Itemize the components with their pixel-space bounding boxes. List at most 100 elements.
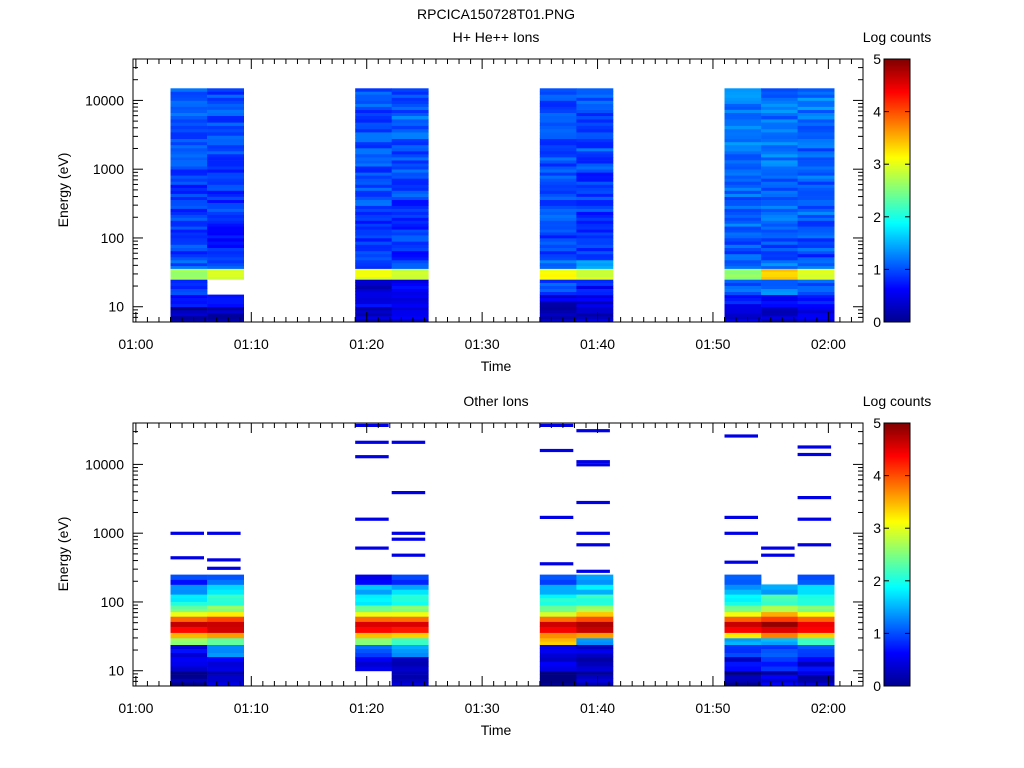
heatmap-cell: [391, 94, 429, 98]
heatmap-cell: [539, 250, 577, 255]
heatmap-cell: [539, 589, 577, 595]
heatmap-cell: [761, 589, 798, 595]
heatmap-cell: [576, 279, 614, 283]
heatmap-cell: [355, 205, 393, 209]
heatmap-cell: [170, 589, 208, 595]
sparse-count-mark: [207, 558, 241, 562]
heatmap-cell: [539, 309, 577, 314]
sparse-count-mark: [724, 515, 758, 519]
heatmap-cell: [576, 666, 614, 672]
heatmap-cell: [391, 166, 429, 170]
heatmap-cell: [391, 115, 429, 120]
heatmap-cell: [207, 632, 244, 639]
sparse-count-mark: [724, 531, 758, 535]
heatmap-cell: [539, 132, 577, 136]
heatmap-cell: [170, 584, 208, 590]
heatmap-cell: [576, 241, 614, 245]
heatmap-cell: [724, 294, 762, 298]
heatmap-cell: [724, 678, 762, 683]
heatmap-cell: [761, 594, 798, 599]
sparse-count-mark: [539, 448, 574, 453]
x-tick-label: 01:00: [118, 700, 153, 716]
heatmap-cell: [170, 88, 208, 92]
heatmap-cell: [761, 597, 798, 602]
heatmap-cell: [539, 608, 577, 613]
heatmap-cell: [170, 666, 208, 672]
heatmap-cell: [724, 175, 762, 179]
heatmap-cell: [355, 632, 393, 639]
heatmap-cell: [761, 223, 798, 227]
heatmap-cell: [761, 238, 798, 242]
heatmap-cell: [391, 138, 429, 143]
heatmap-cell: [207, 300, 244, 305]
heatmap-cell: [576, 250, 614, 255]
heatmap-cell: [724, 138, 762, 143]
heatmap-cell: [576, 220, 614, 224]
heatmap-cell: [391, 661, 429, 667]
heatmap-cell: [576, 678, 614, 683]
heatmap-cell: [576, 94, 614, 98]
heatmap-cell: [539, 312, 577, 317]
heatmap-cell: [170, 678, 208, 683]
heatmap-cell: [797, 312, 835, 317]
heatmap-cell: [170, 118, 208, 123]
heatmap-cell: [576, 637, 614, 642]
heatmap-cell: [391, 674, 429, 679]
heatmap-cell: [355, 318, 393, 323]
heatmap-cell: [797, 294, 835, 298]
heatmap-cell: [761, 128, 798, 133]
heatmap-cell: [724, 125, 762, 130]
heatmap-cell: [207, 303, 244, 308]
heatmap-cell: [797, 637, 835, 642]
heatmap-cell: [724, 312, 762, 317]
heatmap-cell: [576, 122, 614, 126]
x-tick-label: 02:00: [811, 700, 846, 716]
heatmap-cell: [207, 652, 244, 658]
heatmap-cell: [207, 205, 244, 209]
heatmap-cell: [724, 166, 762, 170]
heatmap-cell: [761, 122, 798, 126]
heatmap-cell: [355, 276, 393, 280]
heatmap-cell: [170, 109, 208, 113]
heatmap-cell: [797, 132, 835, 136]
heatmap-cell: [576, 214, 614, 218]
heatmap-cell: [207, 605, 244, 609]
heatmap-cell: [761, 644, 798, 649]
heatmap-cell: [539, 594, 577, 599]
heatmap-cell: [391, 262, 429, 267]
sparse-count-mark: [170, 556, 204, 560]
heatmap-cell: [539, 226, 577, 230]
heatmap-cell: [355, 589, 393, 595]
heatmap-cell: [576, 259, 614, 264]
heatmap-cell: [797, 160, 835, 164]
heatmap-cell: [576, 103, 614, 107]
heatmap-cell: [355, 238, 393, 242]
heatmap-cell: [576, 294, 614, 298]
heatmap-cell: [391, 294, 429, 298]
heatmap-cell: [355, 273, 393, 277]
heatmap-cell: [391, 608, 429, 613]
heatmap-cell: [761, 144, 798, 149]
heatmap-cell: [170, 306, 208, 311]
heatmap-cell: [355, 306, 393, 311]
heatmap-cell: [797, 661, 835, 667]
heatmap-cell: [724, 291, 762, 296]
heatmap-cell: [355, 626, 393, 633]
heatmap-cell: [539, 154, 577, 158]
heatmap-cell: [391, 621, 429, 627]
heatmap-cell: [576, 187, 614, 191]
heatmap-cell: [539, 220, 577, 224]
heatmap-cell: [355, 309, 393, 314]
heatmap-cell: [761, 291, 798, 296]
heatmap-cell: [576, 644, 614, 649]
heatmap-cell: [761, 125, 798, 130]
heatmap-cell: [207, 144, 244, 149]
heatmap-cell: [539, 135, 577, 139]
heatmap-cell: [761, 150, 798, 155]
heatmap-cell: [539, 652, 577, 658]
heatmap-cell: [355, 584, 393, 590]
heatmap-cell: [391, 256, 429, 261]
heatmap-cell: [355, 579, 393, 585]
heatmap-cell: [761, 100, 798, 104]
